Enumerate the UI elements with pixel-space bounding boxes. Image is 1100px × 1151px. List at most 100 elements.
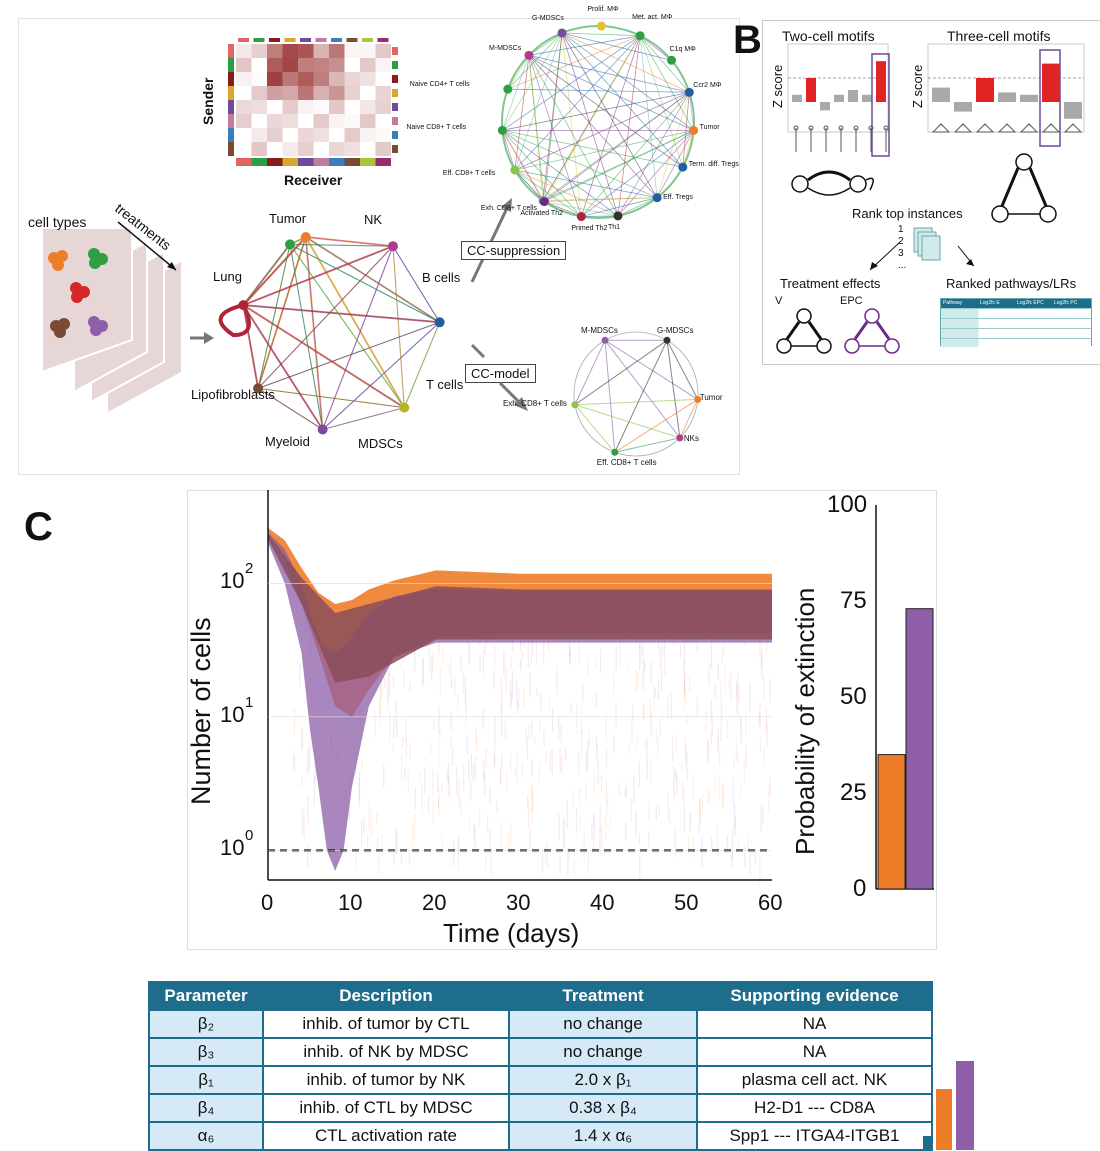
trajectory-trace [638,761,640,788]
trajectory-trace [717,662,719,680]
trajectory-trace [539,721,541,733]
trajectory-trace [314,764,316,783]
treatment-stack [41,221,181,412]
trajectory-trace [400,852,403,865]
trajectory-trace [529,827,531,854]
cell-treatment: no change [508,1037,698,1067]
trajectory-trace [504,653,506,679]
trajectory-trace [749,853,751,876]
trajectory-trace [745,706,747,737]
mini-header-pathway: Pathway [943,300,963,306]
trajectory-trace [460,656,462,672]
trajectory-trace [667,697,669,719]
x-tick-label: 20 [422,890,447,915]
trajectory-trace [692,773,694,800]
mini-row [941,328,1091,338]
trajectory-trace [531,759,533,777]
trajectory-trace [521,763,524,777]
trajectory-trace [370,807,372,838]
suppression-node-label: Naive CD8+ T cells [406,124,467,132]
suppression-node-label: Th1 [607,223,621,231]
trajectory-trace [759,737,761,752]
mini-header-pc: Log2fc PC [1054,300,1078,306]
trajectory-trace [674,828,676,848]
model-node-label: Exh. CD8+ T cells [502,398,567,408]
trajectory-trace [360,820,363,846]
trajectory-trace [661,662,663,692]
cell-communication-network [218,232,445,435]
trajectory-trace [392,742,395,752]
trajectory-trace [643,703,645,720]
three-cell-motifs-title: Three-cell motifs [947,28,1051,44]
trajectory-trace [526,735,529,760]
trajectory-trace [505,666,508,693]
trajectory-trace [451,746,454,767]
trajectory-trace [450,737,452,747]
node-label-myeloid: Myeloid [265,434,310,449]
trajectory-trace [683,803,685,834]
trajectory-trace [474,756,477,779]
trajectory-trace [517,700,519,713]
trajectory-trace [737,750,739,764]
cc-model-network [571,331,702,457]
trajectory-trace [441,783,443,792]
y-tick-exponent: 2 [245,560,254,578]
trajectory-trace [679,645,682,658]
trajectory-trace [501,715,503,737]
decorative-mini-bars [923,1061,974,1150]
trajectory-trace [437,773,439,792]
trajectory-trace [407,770,409,794]
table-row: α₆ CTL activation rate 1.4 x α₆ Spp1 --- IT… [148,1121,933,1151]
trajectory-trace [689,812,691,825]
trajectory-trace [432,801,434,825]
trajectory-trace [355,764,357,776]
trajectory-trace [393,717,395,739]
trajectory-trace [501,690,503,715]
trajectory-trace [501,754,503,770]
bar-y-tick-label: 25 [840,779,867,806]
trajectory-trace [493,669,495,691]
panel-label-b: B [733,18,762,62]
trajectory-trace [556,665,558,679]
trajectory-trace [543,635,545,665]
trajectory-trace [736,680,738,697]
trajectory-trace [493,754,496,770]
trajectory-trace [540,692,542,711]
trajectory-trace [395,828,397,855]
trajectory-trace [454,678,456,695]
trajectory-trace [760,639,762,669]
trajectory-trace [702,794,704,814]
trajectory-trace [438,798,440,817]
trajectory-trace [301,776,303,787]
trajectory-trace [428,658,430,670]
trajectory-trace [530,786,532,799]
trajectory-trace [531,805,533,822]
trajectory-trace [738,683,740,703]
y-tick-label: 10 [220,568,245,594]
mini-header-e: Log2fc E [980,300,1000,306]
trajectory-trace [466,735,468,755]
trajectory-trace [743,756,745,784]
trajectory-trace [515,680,518,707]
cell-evidence: NA [696,1037,933,1067]
model-node-label: M-MDSCs [581,326,618,336]
z-score-bar [848,90,858,102]
trajectory-trace [625,782,628,798]
rank-numbers: 1 2 3 ... [898,224,906,272]
trajectory-trace [536,687,538,697]
trajectory-trace [401,754,403,779]
cell-types-label: cell types [28,214,87,230]
node-label-lung: Lung [213,269,242,284]
trajectory-trace [758,712,760,727]
trajectory-trace [684,682,686,708]
trajectory-trace [747,837,749,852]
trajectory-trace [599,804,601,833]
heatmap-receiver-label: Receiver [284,172,343,188]
trajectory-trace [302,808,304,835]
trajectory-trace [661,644,663,662]
trajectory-trace [441,835,443,847]
trajectory-trace [469,642,471,667]
trajectory-trace [523,639,525,648]
trajectory-trace [744,846,746,867]
trajectory-trace [355,849,357,870]
